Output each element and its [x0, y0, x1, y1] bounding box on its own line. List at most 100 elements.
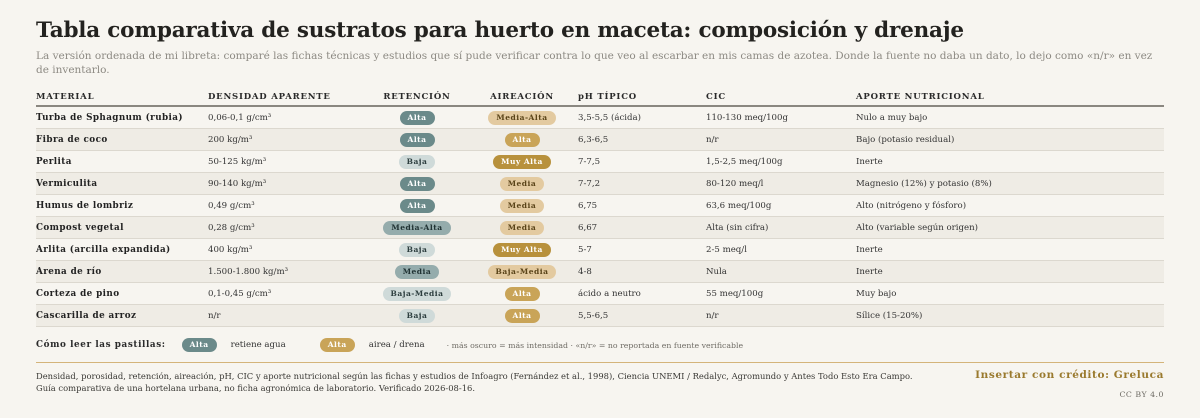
cell-aporte: Bajo (potasio residual)	[856, 128, 1164, 151]
cell-aireacion: Media-Alta	[478, 106, 566, 129]
cell-cic: 110-130 meq/100g	[706, 106, 856, 129]
aeration-pill: Alta	[504, 308, 540, 323]
cell-material: Perlita	[36, 150, 208, 173]
cell-ph: 6,3-6,5	[566, 128, 706, 151]
aeration-pill: Muy Alta	[493, 242, 551, 257]
verification-note: Guía comparativa de una hortelana urbana…	[36, 383, 476, 393]
table-row: Humus de lombriz 0,49 g/cm³ Alta Media 6,75 6…	[36, 194, 1164, 217]
aeration-pill: Alta	[504, 132, 540, 147]
table-row: Fibra de coco 200 kg/m³ Alta Alta 6,3-6,5 n/r…	[36, 128, 1164, 151]
retention-pill: Alta	[399, 198, 435, 213]
footer-divider	[36, 362, 1164, 363]
substrate-table: MATERIAL DENSIDAD APARENTE RETENCIÓN AIR…	[36, 89, 1164, 327]
cell-aporte: Nulo a muy bajo	[856, 106, 1164, 129]
cell-aireacion: Media	[478, 172, 566, 195]
aeration-pill: Media	[499, 198, 545, 213]
aeration-pill: Muy Alta	[493, 154, 551, 169]
cell-material: Corteza de pino	[36, 282, 208, 305]
cell-material: Vermiculita	[36, 172, 208, 195]
cell-retencion: Alta	[356, 106, 478, 129]
cell-cic: n/r	[706, 304, 856, 327]
table-row: Arena de río 1.500-1.800 kg/m³ Media Baja-M…	[36, 260, 1164, 283]
cell-aireacion: Media	[478, 216, 566, 239]
table-row: Vermiculita 90-140 kg/m³ Alta Media 7-7,2 80-…	[36, 172, 1164, 195]
cell-cic: 1,5-2,5 meq/100g	[706, 150, 856, 173]
cell-densidad: 0,49 g/cm³	[208, 194, 356, 217]
cell-cic: 2-5 meq/l	[706, 238, 856, 261]
cell-ph: 7-7,5	[566, 150, 706, 173]
header-retencion: RETENCIÓN	[356, 89, 478, 107]
legend-aeration-pill: Alta	[319, 338, 355, 352]
cell-material: Compost vegetal	[36, 216, 208, 239]
cell-aireacion: Alta	[478, 282, 566, 305]
cell-ph: 3,5-5,5 (ácida)	[566, 106, 706, 129]
cell-retencion: Alta	[356, 128, 478, 151]
cell-ph: 5,5-6,5	[566, 304, 706, 327]
header-aporte: APORTE NUTRICIONAL	[856, 89, 1164, 107]
page-subtitle: La versión ordenada de mi libreta: compa…	[36, 50, 1153, 76]
cell-densidad: 1.500-1.800 kg/m³	[208, 260, 356, 283]
aeration-pill: Media-Alta	[488, 110, 556, 125]
table-header-row: MATERIAL DENSIDAD APARENTE RETENCIÓN AIR…	[36, 89, 1164, 107]
cell-material: Fibra de coco	[36, 128, 208, 151]
retention-pill: Baja	[398, 242, 436, 257]
cell-retencion: Media	[356, 260, 478, 283]
cell-densidad: 200 kg/m³	[208, 128, 356, 151]
cell-aireacion: Media	[478, 194, 566, 217]
aeration-pill: Media	[499, 176, 545, 191]
retention-pill: Alta	[399, 176, 435, 191]
cell-aireacion: Alta	[478, 304, 566, 327]
cell-densidad: 0,06-0,1 g/cm³	[208, 106, 356, 129]
header-aireacion: AIREACIÓN	[478, 89, 566, 107]
cell-aporte: Inerte	[856, 150, 1164, 173]
cell-retencion: Media-Alta	[356, 216, 478, 239]
cell-aireacion: Muy Alta	[478, 238, 566, 261]
aeration-pill: Alta	[504, 286, 540, 301]
table-row: Turba de Sphagnum (rubia) 0,06-0,1 g/cm³ A…	[36, 106, 1164, 129]
cell-aporte: Muy bajo	[856, 282, 1164, 305]
legend-label: Cómo leer las pastillas:	[36, 340, 166, 350]
cell-retencion: Alta	[356, 172, 478, 195]
cell-retencion: Baja	[356, 150, 478, 173]
retention-pill: Alta	[399, 132, 435, 147]
cell-material: Humus de lombriz	[36, 194, 208, 217]
cell-aporte: Alto (nitrógeno y fósforo)	[856, 194, 1164, 217]
license-label: CC BY 4.0	[1119, 390, 1164, 399]
page-title: Tabla comparativa de sustratos para huer…	[36, 18, 964, 43]
legend-retention-text: retiene agua	[230, 340, 286, 350]
table-row: Cascarilla de arroz n/r Baja Alta 5,5-6,5 n/r…	[36, 304, 1164, 327]
cell-material: Arena de río	[36, 260, 208, 283]
sources-text: Densidad, porosidad, retención, aireació…	[36, 371, 913, 381]
retention-pill: Media	[394, 264, 440, 279]
cell-ph: 6,75	[566, 194, 706, 217]
cell-cic: Alta (sin cifra)	[706, 216, 856, 239]
cell-cic: 80-120 meq/l	[706, 172, 856, 195]
retention-pill: Alta	[399, 110, 435, 125]
cell-aporte: Inerte	[856, 238, 1164, 261]
pill-legend: Cómo leer las pastillas: Alta retiene ag…	[36, 337, 743, 353]
cell-aporte: Magnesio (12%) y potasio (8%)	[856, 172, 1164, 195]
cell-retencion: Baja	[356, 238, 478, 261]
cell-material: Arlita (arcilla expandida)	[36, 238, 208, 261]
cell-ph: 7-7,2	[566, 172, 706, 195]
credit-label: Insertar con crédito: Greluca	[975, 369, 1164, 381]
table-row: Perlita 50-125 kg/m³ Baja Muy Alta 7-7,5 1,5-…	[36, 150, 1164, 173]
table-row: Compost vegetal 0,28 g/cm³ Media-Alta Media…	[36, 216, 1164, 239]
retention-pill: Baja	[398, 308, 436, 323]
cell-cic: 63,6 meq/100g	[706, 194, 856, 217]
cell-aireacion: Alta	[478, 128, 566, 151]
header-densidad: DENSIDAD APARENTE	[208, 89, 356, 107]
cell-densidad: n/r	[208, 304, 356, 327]
cell-densidad: 0,1-0,45 g/cm³	[208, 282, 356, 305]
cell-densidad: 400 kg/m³	[208, 238, 356, 261]
cell-densidad: 50-125 kg/m³	[208, 150, 356, 173]
cell-densidad: 90-140 kg/m³	[208, 172, 356, 195]
cell-ph: 6,67	[566, 216, 706, 239]
cell-cic: Nula	[706, 260, 856, 283]
cell-cic: n/r	[706, 128, 856, 151]
cell-cic: 55 meq/100g	[706, 282, 856, 305]
cell-material: Turba de Sphagnum (rubia)	[36, 106, 208, 129]
cell-retencion: Baja-Media	[356, 282, 478, 305]
table-row: Corteza de pino 0,1-0,45 g/cm³ Baja-Media A…	[36, 282, 1164, 305]
